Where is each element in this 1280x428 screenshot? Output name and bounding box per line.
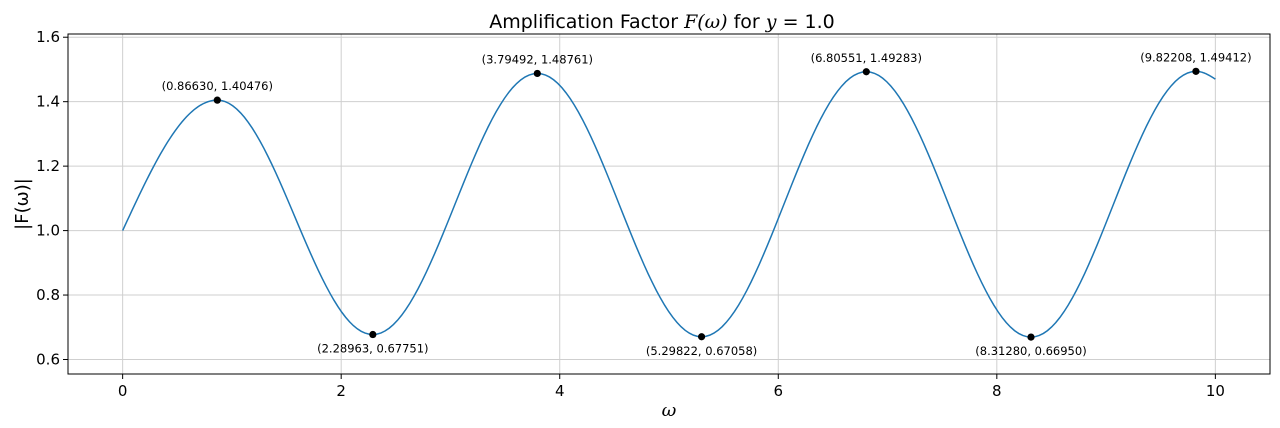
y-tick-label: 1.6 — [36, 28, 60, 46]
y-tick-label: 0.8 — [36, 286, 60, 304]
extrema-annotations: (0.86630, 1.40476) (2.28963, 0.67751) (3.7… — [162, 50, 1252, 358]
y-axis-label: |F(ω)| — [12, 178, 33, 230]
x-tick-label: 4 — [555, 382, 565, 400]
extremum-label: (2.28963, 0.67751) — [317, 342, 428, 356]
y-tick-label: 0.6 — [36, 350, 60, 368]
x-tick-label: 6 — [773, 382, 783, 400]
axis-ticks: 0 2 4 6 8 10 0.6 0.8 1.0 1.2 1.4 1.6 — [36, 28, 1225, 400]
extremum-marker — [697, 333, 706, 341]
extremum-marker — [213, 96, 221, 104]
grid-layer — [68, 34, 1270, 374]
x-tick-label: 8 — [992, 382, 1002, 400]
extremum-marker — [862, 68, 870, 76]
extremum-label: (3.79492, 1.48761) — [482, 52, 593, 66]
y-tick-label: 1.4 — [36, 93, 60, 111]
extremum-marker — [1192, 67, 1200, 75]
x-tick-label: 10 — [1206, 382, 1225, 400]
extremum-label: (5.29822, 0.67058) — [646, 344, 757, 358]
extremum-label: (9.82208, 1.49412) — [1140, 50, 1251, 64]
x-tick-label: 0 — [118, 382, 128, 400]
extremum-marker — [533, 69, 541, 78]
x-tick-label: 2 — [336, 382, 346, 400]
extremum-marker — [1027, 333, 1035, 341]
extremum-label: (8.31280, 0.66950) — [975, 344, 1086, 358]
extremum-marker — [369, 330, 377, 339]
y-tick-label: 1.0 — [36, 222, 60, 240]
amplitude-curve — [121, 70, 1216, 338]
x-axis-label: ω — [662, 400, 677, 421]
extremum-label: (0.86630, 1.40476) — [162, 79, 273, 93]
y-tick-label: 1.2 — [36, 157, 60, 175]
extrema-markers — [213, 67, 1200, 341]
chart-title: Amplification Factor F(ω) for y = 1.0 — [489, 11, 835, 33]
plot-frame — [67, 33, 1271, 375]
extremum-label: (6.80551, 1.49283) — [811, 51, 922, 65]
